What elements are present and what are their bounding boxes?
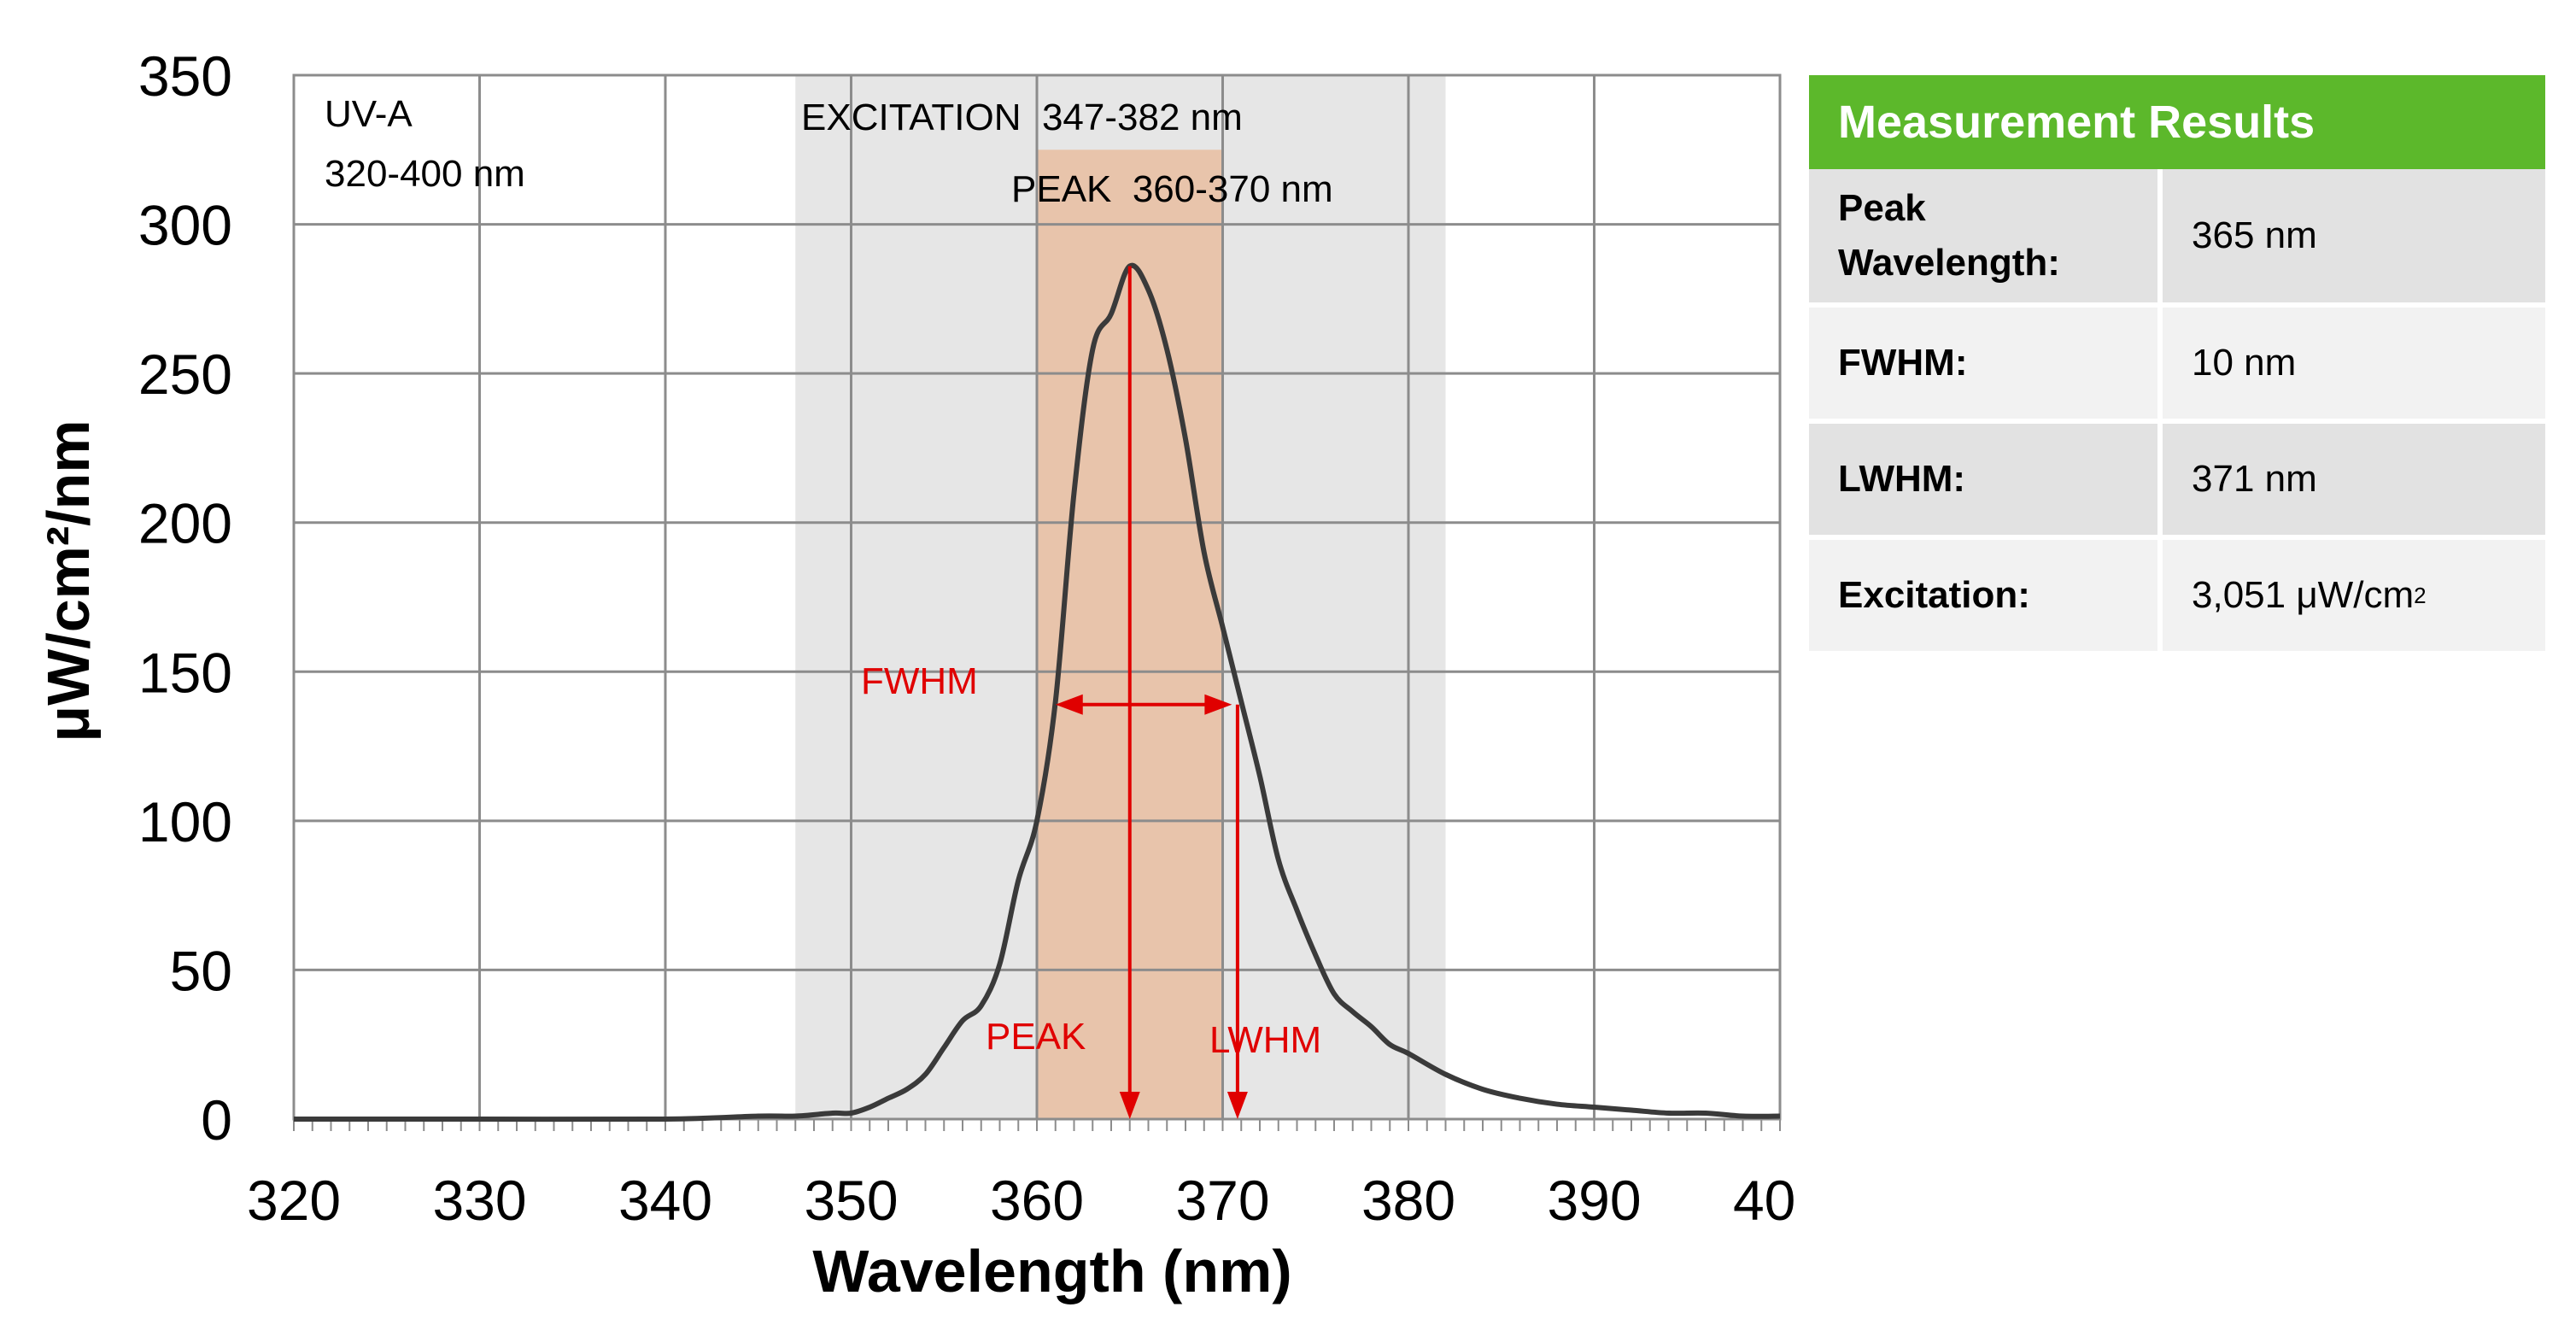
x-tick-label: 360: [990, 1169, 1084, 1232]
uva-label-line1: UV-A: [325, 93, 413, 135]
results-value-excitation-main: 3,051 μW/cm: [2192, 574, 2415, 616]
x-tick-label: 400: [1733, 1169, 1794, 1232]
chart-grid: [292, 73, 1782, 1121]
results-header: Measurement Results: [1809, 75, 2545, 169]
chart-series: [294, 262, 1781, 1123]
measurement-results-panel: Measurement Results Peak Wavelength: 365…: [1809, 75, 2545, 656]
y-tick-label: 150: [138, 641, 232, 704]
chart-bands: [795, 75, 1446, 1119]
fwhm-arrow-head-left: [1055, 694, 1083, 715]
fwhm-label: FWHM: [861, 660, 978, 702]
y-tick-label: 50: [170, 939, 232, 1002]
chart-labels: 320 330 340 350 360 370 380 390 400 0 50 100 150 200 2…: [138, 44, 1794, 1232]
results-label-peak: Peak Wavelength:: [1809, 169, 2163, 302]
x-tick-label: 340: [618, 1169, 712, 1232]
y-tick-label: 0: [201, 1088, 232, 1152]
x-tick-label: 390: [1547, 1169, 1641, 1232]
results-value-excitation: 3,051 μW/cm 2: [2163, 540, 2545, 651]
results-value-lwhm: 371 nm: [2192, 458, 2317, 500]
y-tick-label: 350: [138, 44, 232, 108]
lwhm-arrow-head: [1227, 1092, 1248, 1119]
results-value-excitation-sup: 2: [2414, 582, 2427, 608]
results-row-fwhm: FWHM: 10 nm: [1809, 308, 2545, 424]
uva-label-line2: 320-400 nm: [325, 153, 525, 195]
x-axis-title: Wavelength (nm): [812, 1238, 1291, 1304]
x-tick-label: 350: [804, 1169, 898, 1232]
y-tick-label: 100: [138, 790, 232, 853]
spectrum-line: [294, 262, 1781, 1123]
results-value-peak: 365 nm: [2192, 214, 2317, 256]
y-axis-title: μW/cm²/nm: [35, 419, 102, 742]
results-value-fwhm: 10 nm: [2192, 342, 2297, 384]
peak-band-label: PEAK 360-370 nm: [1011, 168, 1333, 210]
x-tick-label: 330: [432, 1169, 526, 1232]
results-label-fwhm: FWHM:: [1809, 308, 2163, 419]
results-label-excitation: Excitation:: [1809, 540, 2163, 651]
excitation-band-label: EXCITATION 347-382 nm: [801, 97, 1243, 138]
y-tick-label: 250: [138, 343, 232, 406]
spectrum-chart: 320 330 340 350 360 370 380 390 400 0 50 100 150 200 2…: [35, 44, 1794, 1304]
x-tick-label: 370: [1175, 1169, 1269, 1232]
peak-marker-label: PEAK: [986, 1016, 1086, 1058]
x-tick-label: 320: [247, 1169, 341, 1232]
x-tick-label: 380: [1361, 1169, 1455, 1232]
results-row-lwhm: LWHM: 371 nm: [1809, 424, 2545, 540]
results-label-peak-line1: Peak: [1838, 187, 1926, 229]
results-label-lwhm: LWHM:: [1809, 424, 2163, 535]
results-row-peak: Peak Wavelength: 365 nm: [1809, 169, 2545, 308]
lwhm-label: LWHM: [1209, 1019, 1321, 1061]
y-tick-label: 200: [138, 492, 232, 555]
peak-arrow-head: [1119, 1092, 1140, 1119]
chart-arrows: [1055, 266, 1248, 1119]
fwhm-arrow-head-right: [1204, 694, 1232, 715]
results-label-peak-line2: Wavelength:: [1838, 242, 2060, 284]
y-tick-label: 300: [138, 194, 232, 257]
results-row-excitation: Excitation: 3,051 μW/cm 2: [1809, 540, 2545, 656]
